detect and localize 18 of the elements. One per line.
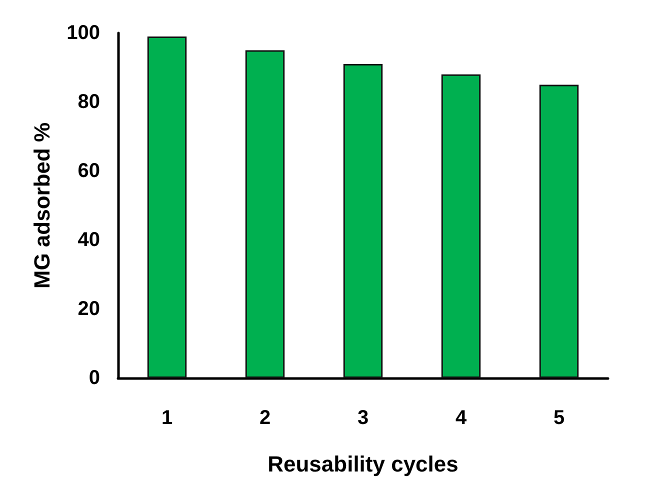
bar xyxy=(539,84,579,378)
y-tick-label: 40 xyxy=(78,229,100,251)
bar xyxy=(147,36,187,378)
bar xyxy=(245,50,285,378)
x-tick-label: 4 xyxy=(455,407,468,429)
x-tick-label: 2 xyxy=(259,407,271,429)
bar xyxy=(441,74,481,378)
y-axis-title: MG adsorbed % xyxy=(30,122,54,289)
y-tick-label: 80 xyxy=(78,91,100,113)
x-tick-label: 3 xyxy=(357,407,369,429)
y-tick-label: 20 xyxy=(78,298,100,320)
y-tick-label: 100 xyxy=(66,22,100,44)
x-tick-label: 1 xyxy=(161,407,173,429)
x-tick-label: 5 xyxy=(553,407,565,429)
x-axis-title: Reusability cycles xyxy=(268,452,458,476)
y-tick-label: 0 xyxy=(88,367,100,389)
y-tick-label: 60 xyxy=(78,160,100,182)
bar xyxy=(343,64,383,378)
